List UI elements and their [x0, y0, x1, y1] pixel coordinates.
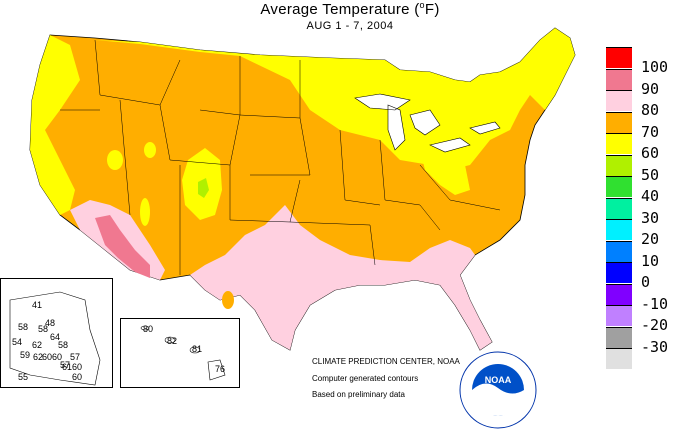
alaska-value: 58	[38, 324, 49, 334]
alaska-value: 60	[72, 362, 83, 372]
title-close: )	[434, 1, 440, 18]
alaska-shape	[9, 291, 101, 386]
title-unit: F	[424, 1, 435, 18]
legend-row: -10	[606, 283, 676, 313]
legend-swatch	[606, 111, 632, 133]
south-80-90-region	[190, 205, 492, 350]
legend-swatch	[606, 305, 632, 326]
westcoast-60-70-region	[30, 35, 80, 215]
legend-label: 60	[641, 144, 660, 162]
alaska-value: 41	[32, 300, 43, 310]
desert-90-100-region	[95, 215, 150, 278]
legend-row: 70	[606, 111, 676, 141]
credit-line1: Computer generated contours	[312, 374, 419, 383]
alaska-inset	[0, 278, 113, 388]
great-lakes	[354, 93, 501, 153]
legend-swatch	[606, 90, 632, 111]
legend-row: 30	[606, 197, 676, 227]
legend-swatch	[606, 154, 632, 176]
legend-swatch	[606, 176, 632, 197]
title-text: Average Temperature (	[260, 1, 420, 18]
alaska-value: 57	[70, 352, 81, 362]
legend-swatch	[606, 326, 632, 348]
legend-swatch	[606, 348, 632, 369]
alaska-value: 60	[52, 352, 63, 362]
credit-line2: Based on preliminary data	[312, 390, 405, 399]
legend-swatch	[606, 219, 632, 240]
legend-row: 60	[606, 133, 676, 162]
legend-label: 70	[641, 122, 660, 141]
legend-label: 100	[641, 58, 669, 76]
north-60-70-region	[95, 28, 575, 170]
hawaii-value: 82	[167, 336, 178, 346]
utah-60-70-spot	[144, 142, 156, 158]
legend-label: 0	[641, 273, 651, 291]
legend-row: 0	[606, 262, 676, 291]
alaska-value: 59	[20, 350, 31, 360]
alaska-value: 61	[62, 362, 73, 372]
legend-label: 30	[641, 208, 660, 227]
hawaii-islands	[140, 325, 226, 381]
hawaii-value: 80	[143, 324, 154, 334]
legend-row: -30	[606, 326, 676, 356]
legend-row	[606, 348, 676, 369]
alaska-value: 62	[33, 352, 44, 362]
legend-label: 20	[641, 230, 660, 248]
legend-label: 80	[641, 101, 660, 119]
alaska-value: 58	[58, 340, 69, 350]
alaska-value: 57	[60, 360, 71, 370]
legend-row: 20	[606, 219, 676, 248]
alaska-value: 48	[45, 318, 56, 328]
legend-swatch	[606, 47, 632, 68]
nevada-60-70-spot	[107, 150, 123, 170]
legend-label: -10	[641, 294, 669, 313]
map-subtitle: AUG 1 - 7, 2004	[306, 20, 394, 32]
legend-label: 50	[641, 165, 660, 184]
legend-swatch	[606, 133, 632, 154]
legend-swatch	[606, 197, 632, 219]
hawaii-inset	[120, 318, 240, 388]
legend-row: -20	[606, 305, 676, 334]
alaska-value: 64	[50, 332, 61, 342]
texas-70-80-spot	[222, 291, 234, 309]
rockies-50-60-spot	[198, 178, 209, 198]
svg-text:NOAA: NOAA	[485, 375, 512, 385]
legend-label: -20	[641, 316, 669, 334]
alaska-value: 54	[12, 337, 23, 347]
appalachian-60-70-region	[420, 148, 470, 195]
map-title: Average Temperature (oF)	[260, 0, 440, 18]
legend-row: 40	[606, 176, 676, 205]
legend-label: 10	[641, 251, 660, 270]
alaska-value: 58	[18, 322, 29, 332]
alaska-value: 55	[18, 372, 29, 382]
hawaii-value: 76	[215, 364, 226, 374]
state-boundaries	[60, 39, 501, 275]
legend-swatch	[606, 68, 632, 90]
legend-row: 10	[606, 240, 676, 270]
legend-swatch	[606, 262, 632, 283]
arizona-60-70-spot	[140, 198, 150, 226]
legend-row: 100	[606, 47, 676, 76]
legend-swatch	[606, 283, 632, 305]
legend-row: 90	[606, 68, 676, 98]
alaska-value: 60	[42, 352, 53, 362]
credit-center: CLIMATE PREDICTION CENTER, NOAA	[312, 357, 460, 366]
noaa-logo: NOAA	[459, 351, 537, 429]
legend-label: 90	[641, 79, 660, 98]
legend-label: -30	[641, 337, 669, 356]
legend-row: 80	[606, 90, 676, 119]
legend-label: 40	[641, 187, 660, 205]
hawaii-value: 81	[192, 344, 203, 354]
legend-row: 50	[606, 154, 676, 184]
alaska-value: 62	[32, 340, 43, 350]
alaska-value: 60	[72, 372, 83, 382]
legend-swatch	[606, 240, 632, 262]
